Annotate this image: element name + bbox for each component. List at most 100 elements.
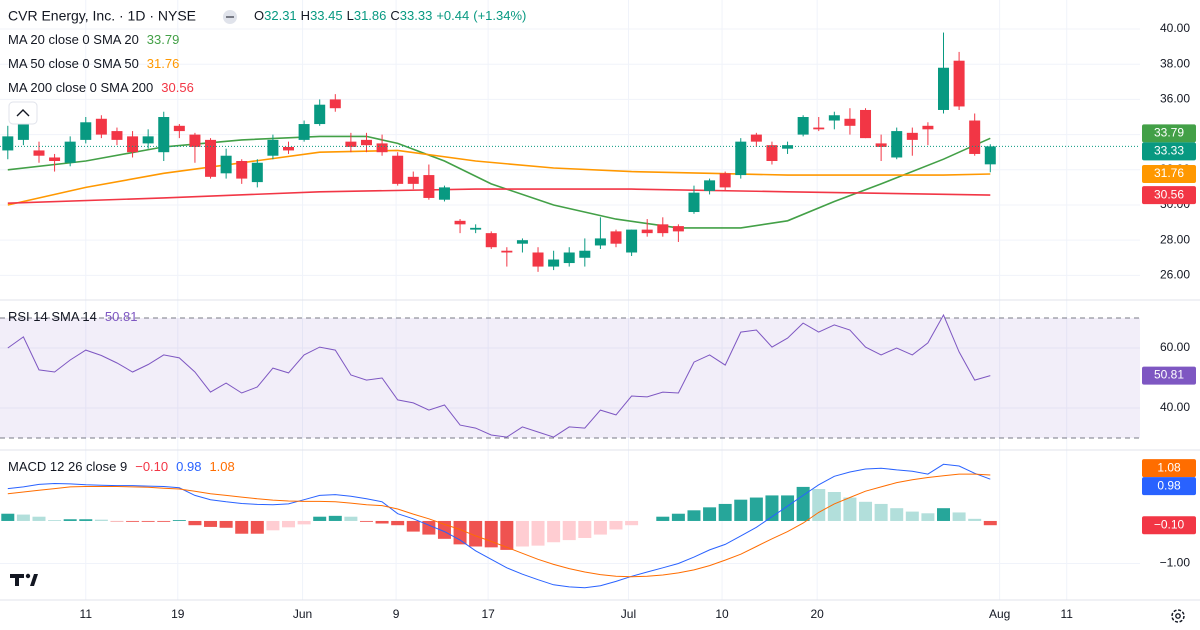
ohlc-label: L [347, 8, 354, 23]
price-badge-label: 31.76 [1154, 166, 1184, 180]
candle-body [33, 150, 45, 156]
ohlc-label: H [301, 8, 310, 23]
histogram-bar [968, 518, 982, 521]
histogram-bar [812, 489, 826, 521]
histogram-bar [266, 520, 280, 531]
candle-body [345, 141, 357, 147]
candle-body [189, 134, 201, 147]
candle-body [17, 124, 29, 140]
legend-value: 31.76 [147, 56, 180, 71]
ohlc-legend: O32.31 H33.45 L31.86 C33.33 +0.44 (+1.34%) [254, 8, 526, 23]
price-badge [1142, 459, 1196, 478]
candle-body [329, 99, 341, 109]
candle-body [563, 252, 575, 264]
candle-body [516, 240, 528, 244]
y-tick-label: 38.00 [1160, 56, 1190, 70]
candle-body [470, 227, 482, 230]
histogram-bar [515, 520, 529, 547]
ohlc-value: 33.45 [310, 8, 343, 23]
collapse-button[interactable] [8, 101, 38, 125]
histogram-bar [749, 497, 763, 521]
histogram-bar [453, 520, 467, 545]
ohlc-value: 31.86 [354, 8, 387, 23]
change: +0.44 [436, 8, 469, 23]
histogram-bar [890, 508, 904, 521]
candle-body [782, 145, 794, 149]
candle-body [236, 160, 248, 179]
histogram-bar [328, 515, 342, 521]
legend-value: 33.79 [147, 32, 180, 47]
candle-body [657, 224, 669, 234]
gear-inner [1175, 613, 1181, 619]
candle-body [860, 109, 872, 139]
candle-body [579, 250, 591, 258]
price-badge [1142, 516, 1196, 535]
histogram-bar [297, 520, 311, 525]
histogram-bar [843, 497, 857, 521]
candle-body [891, 131, 903, 158]
histogram-bar [531, 520, 545, 546]
x-tick-label: Jun [293, 607, 312, 621]
histogram-bar [94, 519, 108, 521]
candle-body [298, 124, 310, 140]
x-tick-label: 17 [481, 607, 495, 621]
candle-body [392, 155, 404, 184]
legend-value: 50.81 [105, 309, 138, 324]
legend-value: 0.98 [176, 459, 201, 474]
pane-1 [0, 313, 1140, 439]
histogram-bar [656, 516, 670, 521]
histogram-bar [671, 513, 685, 521]
x-tick-label: 9 [393, 607, 400, 621]
legends: MA 20 close 0 SMA 20 33.79 MA 50 close 0 S… [8, 32, 235, 474]
candle-body [80, 122, 92, 140]
candle-body [688, 192, 700, 213]
histogram-bar [578, 520, 592, 538]
candle-body [64, 141, 76, 163]
x-tick-label: 20 [811, 607, 825, 621]
y-tick-label: 28.00 [1160, 232, 1190, 246]
price-badge-label: −0.10 [1154, 517, 1185, 531]
histogram-bar [905, 511, 919, 521]
histogram-bar [734, 499, 748, 521]
histogram-bar [375, 520, 389, 524]
candle-body [641, 229, 653, 234]
candle-body [220, 155, 232, 174]
histogram-bar [126, 520, 140, 522]
candle-body [984, 146, 996, 165]
histogram-bar [32, 516, 46, 521]
candle-body [906, 132, 918, 140]
logo-part [25, 573, 31, 579]
price-badge [1142, 186, 1196, 205]
candle-body [626, 229, 638, 253]
price-badge-label: 1.08 [1157, 460, 1181, 474]
price-badge [1142, 477, 1196, 496]
y-tick-label: 60.00 [1160, 340, 1190, 354]
candle-body [314, 104, 326, 125]
candle-body [95, 118, 107, 135]
candle-body [844, 118, 856, 126]
histogram-bar [63, 519, 77, 521]
pane-0 [0, 32, 1140, 272]
x-tick-label: 19 [171, 607, 185, 621]
legend-name: RSI 14 SMA 14 [8, 309, 97, 324]
candle-body [283, 146, 295, 151]
ohlc-label: O [254, 8, 264, 23]
legend-value: 1.08 [209, 459, 234, 474]
candle-body [594, 238, 606, 246]
histogram-bar [625, 520, 639, 526]
settings-button[interactable] [1171, 609, 1185, 623]
status-dash [226, 16, 234, 18]
histogram-bar [593, 520, 607, 535]
candle-body [267, 139, 279, 156]
candle-body [969, 120, 981, 154]
rsi-band [0, 318, 1140, 438]
histogram-bar [204, 520, 218, 527]
x-tick-label: Jul [621, 607, 636, 621]
histogram-bar [313, 516, 327, 521]
candle-body [360, 139, 372, 146]
y-tick-label: −1.00 [1160, 556, 1191, 570]
y-tick-label: 26.00 [1160, 268, 1190, 282]
macd-line [7, 463, 991, 589]
price-badge [1142, 142, 1196, 161]
